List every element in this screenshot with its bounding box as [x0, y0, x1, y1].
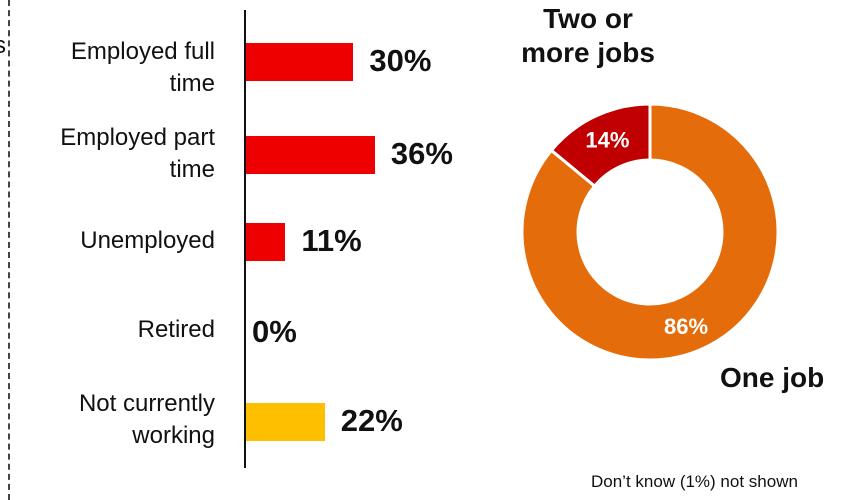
slice-one-job — [520, 102, 780, 362]
value-label-not-currently-working: 22% — [340, 403, 403, 438]
slice-value-one-job: 86% — [664, 314, 708, 339]
footnote: Don’t know (1%) not shown — [591, 472, 798, 491]
dashed-divider — [8, 0, 10, 500]
clipped-text-fragment: s — [0, 32, 6, 59]
category-label-retired: Retired — [137, 316, 215, 343]
slice-label-one-job: One job — [720, 362, 825, 393]
category-label-employed-full-time: Employed full time — [70, 38, 215, 97]
slice-value-two-or-more-jobs: 14% — [585, 127, 629, 152]
value-label-employed-part-time: 36% — [390, 136, 453, 171]
bar-employed-full-time — [246, 43, 354, 81]
category-label-employed-part-time: Employed part time — [60, 124, 215, 183]
value-label-employed-full-time: 30% — [369, 43, 432, 78]
bar-axis-line — [244, 10, 246, 468]
category-label-not-currently-working: Not currently working — [78, 390, 215, 449]
category-label-unemployed: Unemployed — [80, 227, 215, 254]
bar-not-currently-working — [246, 403, 325, 441]
bar-employed-part-time — [246, 136, 375, 174]
slice-label-two-or-more-jobs: Two or more jobs — [521, 3, 655, 68]
value-label-unemployed: 11% — [301, 223, 362, 258]
value-label-retired: 0% — [252, 314, 297, 349]
bar-unemployed — [246, 223, 286, 261]
